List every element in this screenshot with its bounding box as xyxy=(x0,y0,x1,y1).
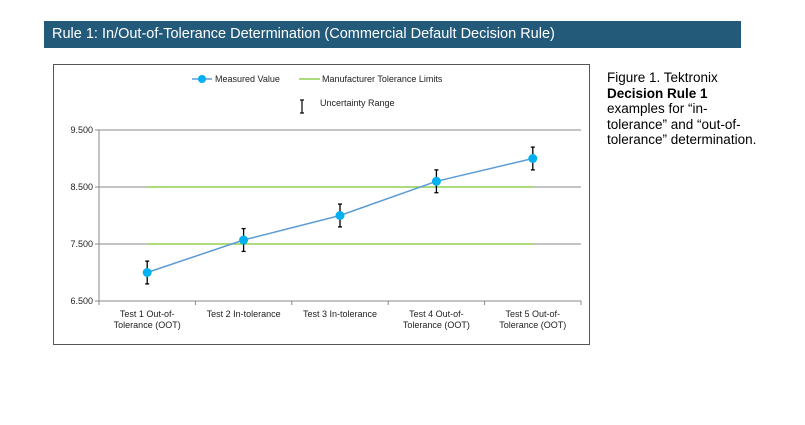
legend-measured-label: Measured Value xyxy=(215,74,280,84)
x-tick-label: Test 5 Out-of- xyxy=(506,309,561,319)
legend-measured-marker xyxy=(198,75,206,83)
x-tick-label: Test 2 In-tolerance xyxy=(207,309,281,319)
line-chart: Measured Value Manufacturer Tolerance Li… xyxy=(70,74,582,330)
data-point xyxy=(528,154,538,163)
section-title: Rule 1: In/Out-of-Tolerance Determinatio… xyxy=(44,21,741,48)
caption-bold: Decision Rule 1 xyxy=(607,85,708,101)
x-tick-label: Test 1 Out-of- xyxy=(120,309,175,319)
caption-suffix: examples for “in-tolerance” and “out-of-… xyxy=(607,101,757,147)
data-point xyxy=(142,268,152,277)
legend: Measured Value Manufacturer Tolerance Li… xyxy=(192,74,443,114)
figure-caption: Figure 1. Tektronix Decision Rule 1 exam… xyxy=(607,70,767,148)
legend-errorbar-icon xyxy=(300,99,304,114)
x-tick-label: Test 3 In-tolerance xyxy=(303,309,377,319)
y-tick-label: 8.500 xyxy=(70,182,93,192)
x-tick-label: Test 4 Out-of- xyxy=(409,309,464,319)
data-point xyxy=(239,235,249,245)
legend-tolerance-label: Manufacturer Tolerance Limits xyxy=(322,74,443,84)
y-tick-label: 6.500 xyxy=(70,296,93,306)
legend-uncertainty-label: Uncertainty Range xyxy=(320,98,395,108)
x-tick-label: Tolerance (OOT) xyxy=(499,320,566,330)
data-point xyxy=(431,176,441,186)
caption-prefix: Figure 1. Tektronix xyxy=(607,70,718,85)
y-tick-label: 9.500 xyxy=(70,125,93,135)
x-tick-label: Tolerance (OOT) xyxy=(114,320,181,330)
y-tick-label: 7.500 xyxy=(70,239,93,249)
data-point xyxy=(335,211,345,220)
chart-frame: Measured Value Manufacturer Tolerance Li… xyxy=(53,64,590,345)
x-tick-label: Tolerance (OOT) xyxy=(403,320,470,330)
